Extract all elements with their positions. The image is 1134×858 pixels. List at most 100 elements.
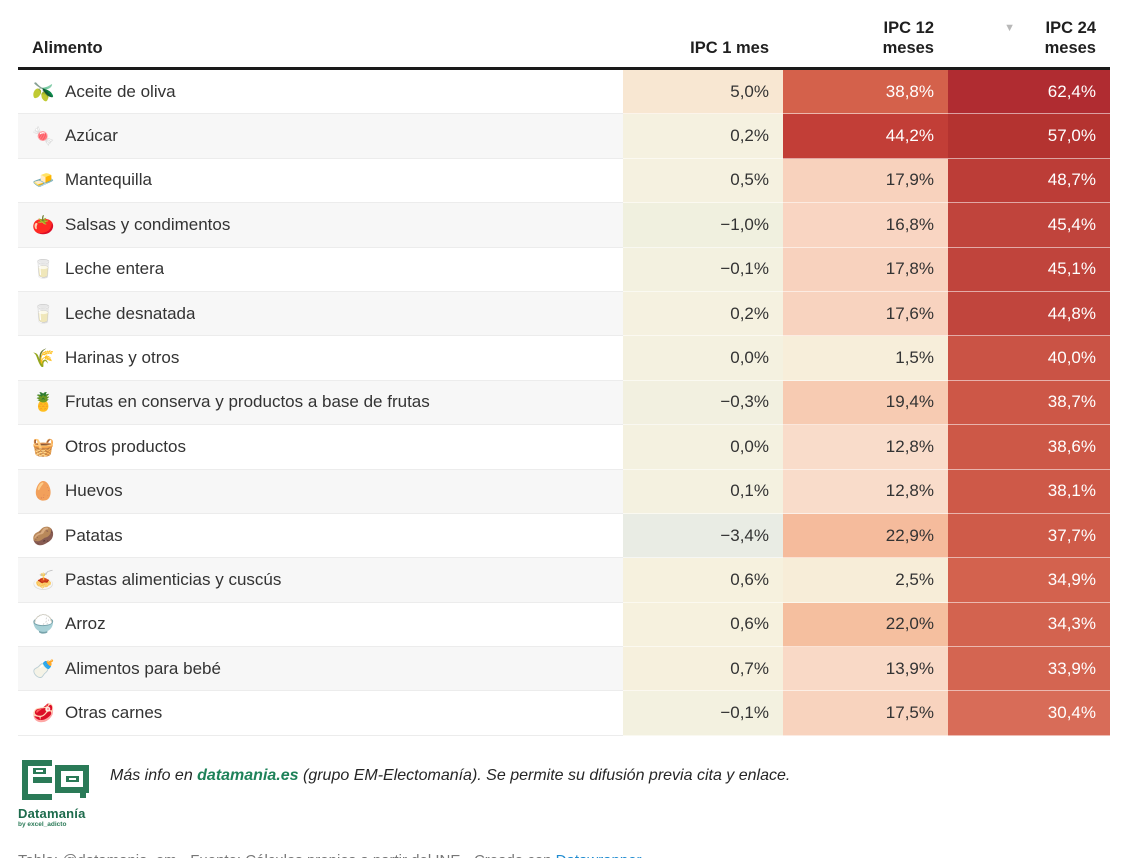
egg-icon: 🥚 <box>32 481 55 502</box>
ipc-24-meses-cell: 62,4% <box>948 70 1110 115</box>
candy-icon: 🍬 <box>32 126 55 147</box>
attribution-line: Tabla: @datamania_em • Fuente: Cálculos … <box>18 852 1110 858</box>
ipc-1-mes-cell: 5,0% <box>623 70 783 115</box>
attribution-text: Tabla: @datamania_em • Fuente: Cálculos … <box>18 852 556 858</box>
table-row: 🥩 Otras carnes −0,1% 17,5% 30,4% <box>18 691 1110 736</box>
ipc-24-meses-cell: 34,3% <box>948 602 1110 648</box>
food-name-label: Arroz <box>65 614 106 634</box>
ipc-food-table: Alimento IPC 1 mes IPC 12 meses ▼ IPC 24 … <box>18 0 1110 736</box>
table-row: 🫒 Aceite de oliva 5,0% 38,8% 62,4% <box>18 70 1110 115</box>
food-name-cell: 🥩 Otras carnes <box>18 691 623 736</box>
food-name-label: Leche desnatada <box>65 303 196 323</box>
ipc-1-mes-cell: 0,2% <box>623 291 783 337</box>
logo-byline: by excel_adicto <box>18 820 67 828</box>
ipc-24-meses-cell: 38,7% <box>948 380 1110 426</box>
ipc-24-meses-cell: 45,4% <box>948 203 1110 248</box>
food-name-cell: 🍝 Pastas alimenticias y cuscús <box>18 558 623 603</box>
ipc-24-meses-cell: 38,6% <box>948 425 1110 470</box>
ipc-12-meses-cell: 16,8% <box>783 203 948 248</box>
ipc-1-mes-cell: 0,0% <box>623 336 783 381</box>
food-name-cell: 🧺 Otros productos <box>18 425 623 470</box>
food-name-label: Harinas y otros <box>65 348 180 368</box>
ipc-12-meses-cell: 12,8% <box>783 469 948 514</box>
food-name-cell: 🍼 Alimentos para bebé <box>18 647 623 692</box>
food-name-cell: 🍬 Azúcar <box>18 114 623 159</box>
table-body: 🫒 Aceite de oliva 5,0% 38,8% 62,4% 🍬 Azú… <box>18 70 1110 736</box>
basket-icon: 🧺 <box>32 436 55 457</box>
ipc-24-meses-cell: 57,0% <box>948 114 1110 159</box>
column-header-label: IPC 24 meses <box>1044 18 1096 57</box>
ipc-24-meses-cell: 40,0% <box>948 336 1110 381</box>
food-name-label: Alimentos para bebé <box>65 658 221 678</box>
food-name-label: Otros productos <box>65 436 186 456</box>
column-header-ipc-12-meses[interactable]: IPC 12 meses <box>783 18 948 58</box>
datamania-link[interactable]: datamania.es <box>197 766 299 784</box>
food-name-label: Frutas en conserva y productos a base de… <box>65 392 430 412</box>
potato-icon: 🥔 <box>32 525 55 546</box>
food-name-label: Huevos <box>65 481 123 501</box>
food-name-cell: 🥛 Leche entera <box>18 247 623 292</box>
column-header-label: IPC 1 mes <box>690 38 769 57</box>
ipc-12-meses-cell: 44,2% <box>783 114 948 159</box>
food-name-label: Pastas alimenticias y cuscús <box>65 569 282 589</box>
ipc-24-meses-cell: 37,7% <box>948 513 1110 559</box>
ipc-12-meses-cell: 1,5% <box>783 336 948 381</box>
ipc-1-mes-cell: −1,0% <box>623 203 783 248</box>
ipc-12-meses-cell: 13,9% <box>783 647 948 692</box>
table-row: 🍅 Salsas y condimentos −1,0% 16,8% 45,4% <box>18 203 1110 248</box>
ipc-12-meses-cell: 22,9% <box>783 513 948 559</box>
ipc-24-meses-cell: 45,1% <box>948 247 1110 292</box>
column-header-ipc-1-mes[interactable]: IPC 1 mes <box>623 38 783 58</box>
table-row: 🥛 Leche desnatada 0,2% 17,6% 44,8% <box>18 291 1110 337</box>
ipc-12-meses-cell: 17,5% <box>783 691 948 736</box>
column-header-label: IPC 12 meses <box>882 18 934 57</box>
ipc-12-meses-cell: 22,0% <box>783 602 948 648</box>
milk-glass-icon: 🥛 <box>32 259 55 280</box>
spaghetti-icon: 🍝 <box>32 569 55 590</box>
food-name-cell: 🥛 Leche desnatada <box>18 291 623 337</box>
table-row: 🧺 Otros productos 0,0% 12,8% 38,6% <box>18 425 1110 470</box>
food-name-label: Azúcar <box>65 126 118 146</box>
food-name-label: Aceite de oliva <box>65 81 176 101</box>
column-header-ipc-24-meses[interactable]: ▼ IPC 24 meses <box>948 18 1110 58</box>
food-name-cell: 🥚 Huevos <box>18 469 623 514</box>
column-header-alimento[interactable]: Alimento <box>32 38 103 57</box>
meat-cut-icon: 🥩 <box>32 703 55 724</box>
ipc-1-mes-cell: 0,7% <box>623 647 783 692</box>
food-name-label: Leche entera <box>65 259 165 279</box>
food-name-cell: 🥔 Patatas <box>18 513 623 559</box>
ipc-1-mes-cell: 0,5% <box>623 158 783 204</box>
ipc-24-meses-cell: 48,7% <box>948 158 1110 204</box>
datamania-logo: Datamanía by excel_adicto <box>18 759 110 828</box>
table-row: 🍼 Alimentos para bebé 0,7% 13,9% 33,9% <box>18 647 1110 692</box>
footer: Datamanía by excel_adicto Más info en da… <box>0 736 1134 858</box>
table-row: 🍬 Azúcar 0,2% 44,2% 57,0% <box>18 114 1110 159</box>
butter-icon: 🧈 <box>32 170 55 191</box>
table-row: 🍍 Frutas en conserva y productos a base … <box>18 380 1110 426</box>
ipc-12-meses-cell: 2,5% <box>783 558 948 603</box>
ipc-12-meses-cell: 19,4% <box>783 380 948 426</box>
ipc-24-meses-cell: 30,4% <box>948 691 1110 736</box>
milk-glass-icon: 🥛 <box>32 303 55 324</box>
rice-bowl-icon: 🍚 <box>32 614 55 635</box>
olive-icon: 🫒 <box>32 81 55 102</box>
datawrapper-link[interactable]: Datawrapper <box>556 852 642 858</box>
food-name-cell: 🫒 Aceite de oliva <box>18 70 623 115</box>
baby-bottle-icon: 🍼 <box>32 658 55 679</box>
footer-info-row: Datamanía by excel_adicto Más info en da… <box>18 759 1110 828</box>
logo-wordmark: Datamanía <box>18 805 86 821</box>
info-suffix: (grupo EM-Electomanía). Se permite su di… <box>298 766 791 784</box>
table-row: 🥚 Huevos 0,1% 12,8% 38,1% <box>18 469 1110 514</box>
ipc-1-mes-cell: 0,2% <box>623 114 783 159</box>
food-name-cell: 🍅 Salsas y condimentos <box>18 203 623 248</box>
food-name-cell: 🧈 Mantequilla <box>18 158 623 204</box>
table-header-row: Alimento IPC 1 mes IPC 12 meses ▼ IPC 24 … <box>18 0 1110 70</box>
datamania-logo-mark <box>22 759 89 800</box>
tomato-icon: 🍅 <box>32 214 55 235</box>
ipc-24-meses-cell: 38,1% <box>948 469 1110 514</box>
table-row: 🥔 Patatas −3,4% 22,9% 37,7% <box>18 513 1110 559</box>
food-name-label: Otras carnes <box>65 703 163 723</box>
food-name-cell: 🍍 Frutas en conserva y productos a base … <box>18 380 623 426</box>
ipc-12-meses-cell: 12,8% <box>783 425 948 470</box>
